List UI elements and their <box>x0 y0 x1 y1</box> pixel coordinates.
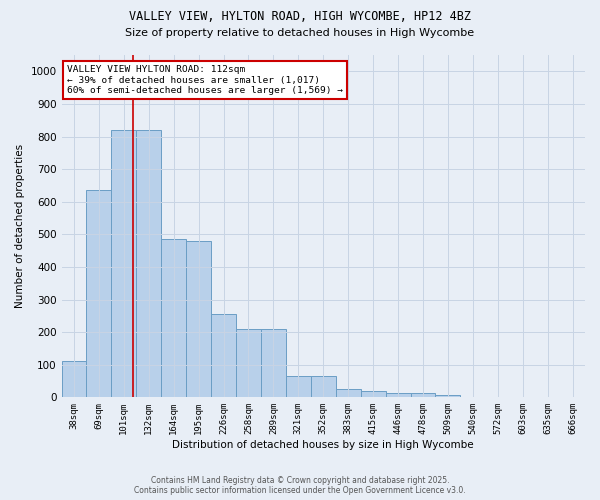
Bar <box>186 241 211 398</box>
Text: VALLEY VIEW, HYLTON ROAD, HIGH WYCOMBE, HP12 4BZ: VALLEY VIEW, HYLTON ROAD, HIGH WYCOMBE, … <box>129 10 471 23</box>
Bar <box>236 329 261 398</box>
Text: Contains HM Land Registry data © Crown copyright and database right 2025.
Contai: Contains HM Land Registry data © Crown c… <box>134 476 466 495</box>
Bar <box>211 314 236 398</box>
Bar <box>136 130 161 398</box>
Bar <box>436 394 460 398</box>
Bar <box>336 388 361 398</box>
X-axis label: Distribution of detached houses by size in High Wycombe: Distribution of detached houses by size … <box>172 440 474 450</box>
Bar <box>311 376 336 398</box>
Bar <box>161 239 186 398</box>
Bar <box>386 394 410 398</box>
Bar <box>261 329 286 398</box>
Bar <box>286 376 311 398</box>
Bar <box>112 130 136 398</box>
Bar <box>361 392 386 398</box>
Text: Size of property relative to detached houses in High Wycombe: Size of property relative to detached ho… <box>125 28 475 38</box>
Y-axis label: Number of detached properties: Number of detached properties <box>15 144 25 308</box>
Bar <box>86 190 112 398</box>
Bar <box>62 362 86 398</box>
Bar <box>410 394 436 398</box>
Text: VALLEY VIEW HYLTON ROAD: 112sqm
← 39% of detached houses are smaller (1,017)
60%: VALLEY VIEW HYLTON ROAD: 112sqm ← 39% of… <box>67 66 343 95</box>
